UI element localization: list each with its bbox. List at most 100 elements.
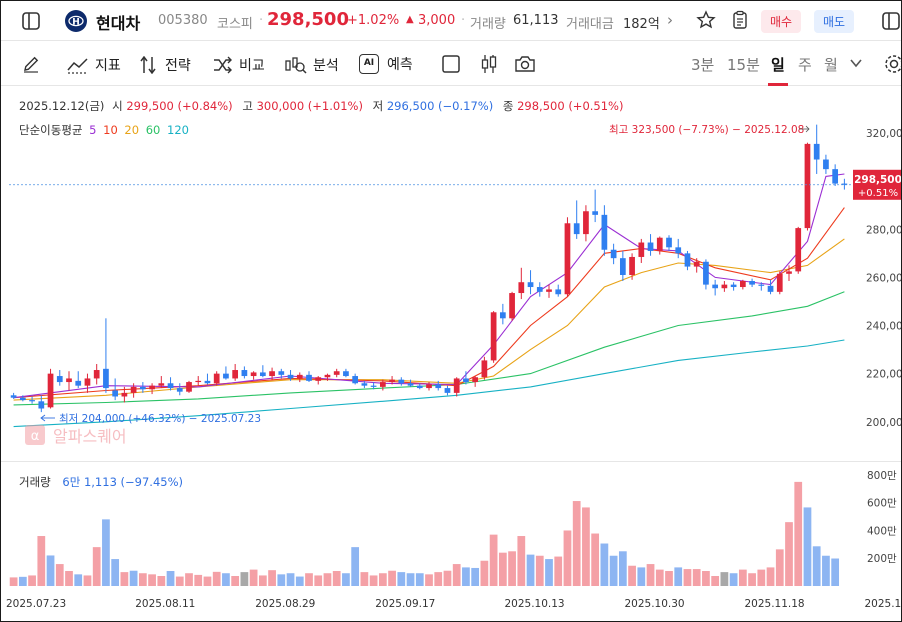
clipboard-icon[interactable] xyxy=(730,10,750,34)
candle[interactable] xyxy=(832,164,839,186)
candle[interactable] xyxy=(555,284,562,297)
candle[interactable] xyxy=(693,258,700,273)
candle[interactable] xyxy=(47,368,54,409)
candle[interactable] xyxy=(712,279,719,296)
chevron-right-icon[interactable]: › xyxy=(667,11,673,29)
candle-type-icon[interactable] xyxy=(479,54,499,78)
candle[interactable] xyxy=(361,380,368,389)
price-chart[interactable]: 320,000300,000280,000260,000240,000220,0… xyxy=(1,91,902,461)
candle[interactable] xyxy=(232,364,239,381)
candle[interactable] xyxy=(269,367,275,380)
sidebar-toggle-icon[interactable] xyxy=(21,11,41,35)
candle[interactable] xyxy=(426,382,432,391)
candle[interactable] xyxy=(315,376,322,385)
candle[interactable] xyxy=(352,373,359,385)
candle[interactable] xyxy=(287,370,294,381)
candle[interactable] xyxy=(84,373,91,393)
candle[interactable] xyxy=(139,382,146,393)
candle[interactable] xyxy=(250,371,257,380)
candle[interactable] xyxy=(638,238,645,263)
candle[interactable] xyxy=(333,368,340,378)
pencil-icon[interactable] xyxy=(21,54,41,78)
candle[interactable] xyxy=(776,271,783,295)
forecast-button[interactable]: AI 예측 xyxy=(359,54,413,74)
candle[interactable] xyxy=(481,356,488,380)
candle[interactable] xyxy=(749,278,755,288)
candle[interactable] xyxy=(675,238,682,259)
candle[interactable] xyxy=(444,385,451,396)
candle[interactable] xyxy=(527,270,534,295)
checkbox-icon[interactable] xyxy=(441,54,461,78)
candle[interactable] xyxy=(453,377,460,397)
candle[interactable] xyxy=(804,142,811,231)
candle[interactable] xyxy=(463,371,469,385)
candle[interactable] xyxy=(536,282,543,297)
candle[interactable] xyxy=(370,382,377,390)
candle[interactable] xyxy=(767,279,774,295)
candle[interactable] xyxy=(416,383,423,390)
candle[interactable] xyxy=(435,380,442,391)
candle[interactable] xyxy=(629,253,635,280)
candle[interactable] xyxy=(149,383,155,395)
candle[interactable] xyxy=(795,226,802,274)
candle[interactable] xyxy=(813,124,820,174)
candle[interactable] xyxy=(601,205,608,256)
candle[interactable] xyxy=(389,376,395,385)
candle[interactable] xyxy=(19,395,26,402)
candle[interactable] xyxy=(204,373,211,385)
candle[interactable] xyxy=(130,383,137,398)
candle[interactable] xyxy=(75,371,82,389)
candle[interactable] xyxy=(195,376,202,386)
candle[interactable] xyxy=(583,205,589,242)
candle[interactable] xyxy=(656,236,663,255)
candle[interactable] xyxy=(499,303,506,325)
candle[interactable] xyxy=(407,379,414,387)
candle[interactable] xyxy=(518,267,525,300)
period-week[interactable]: 주 xyxy=(798,55,812,74)
candle[interactable] xyxy=(296,372,303,383)
camera-icon[interactable] xyxy=(514,54,536,78)
candle[interactable] xyxy=(306,371,312,383)
candle[interactable] xyxy=(684,250,691,271)
candle[interactable] xyxy=(647,234,654,256)
candle[interactable] xyxy=(472,376,479,387)
candle[interactable] xyxy=(573,200,580,239)
candle[interactable] xyxy=(490,311,497,363)
period-day[interactable]: 일 xyxy=(771,55,785,74)
candle[interactable] xyxy=(841,178,848,190)
candle[interactable] xyxy=(186,380,192,393)
panel-toggle-icon[interactable] xyxy=(881,11,901,35)
candle[interactable] xyxy=(176,383,183,396)
volume-chart[interactable]: 800만 600만 400만 200만 2025.07.23 2025.08.11 202… xyxy=(1,462,902,622)
candle[interactable] xyxy=(241,366,248,379)
candle[interactable] xyxy=(29,396,35,404)
candle[interactable] xyxy=(703,259,709,290)
candle[interactable] xyxy=(619,250,626,282)
candle[interactable] xyxy=(546,284,552,298)
candle[interactable] xyxy=(66,371,72,391)
candle[interactable] xyxy=(343,368,349,378)
indicator-button[interactable]: 지표 xyxy=(67,55,121,75)
candle[interactable] xyxy=(223,366,229,380)
moving-average-legend[interactable]: 단순이동평균 5 10 20 60 120 xyxy=(19,122,189,138)
period-month[interactable]: 월 xyxy=(824,55,838,74)
strategy-button[interactable]: 전략 xyxy=(139,55,191,75)
candle[interactable] xyxy=(721,281,728,292)
candle[interactable] xyxy=(93,364,100,385)
candle[interactable] xyxy=(666,235,672,251)
candle[interactable] xyxy=(592,189,599,223)
gear-icon[interactable] xyxy=(883,53,901,79)
candle[interactable] xyxy=(278,368,285,379)
analysis-button[interactable]: 분석 xyxy=(285,55,339,75)
candle[interactable] xyxy=(564,217,571,297)
candle[interactable] xyxy=(610,243,617,265)
candle[interactable] xyxy=(730,282,737,291)
star-icon[interactable] xyxy=(696,10,716,34)
candle[interactable] xyxy=(112,378,119,401)
period-3min[interactable]: 3분 xyxy=(691,55,715,74)
candle[interactable] xyxy=(509,291,515,321)
candle[interactable] xyxy=(398,377,405,386)
buy-button[interactable]: 매수 xyxy=(761,10,802,33)
candle[interactable] xyxy=(324,373,331,381)
candle[interactable] xyxy=(786,265,792,282)
